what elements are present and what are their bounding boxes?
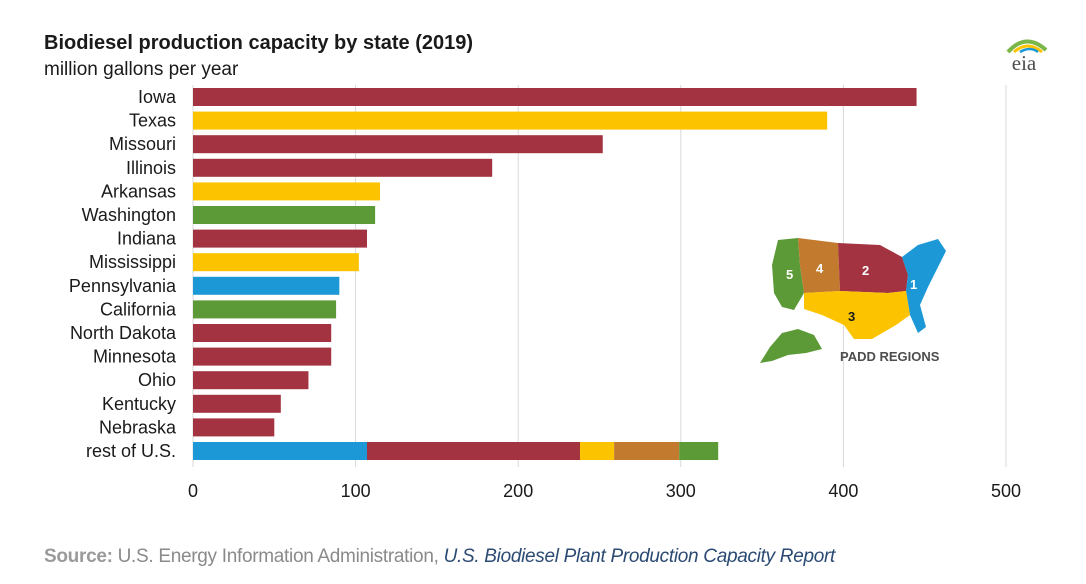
x-tick-label: 100 <box>341 481 371 501</box>
y-category-label: Nebraska <box>99 417 177 437</box>
bar <box>193 88 917 106</box>
padd4-label: 4 <box>816 261 824 276</box>
chart-subtitle: million gallons per year <box>44 59 239 80</box>
source-footer: Source: U.S. Energy Information Administ… <box>44 546 835 568</box>
alaska-region <box>760 329 822 363</box>
padd2-label: 2 <box>862 263 869 278</box>
bar-segment <box>193 442 367 460</box>
bar <box>193 276 340 295</box>
bar <box>193 371 309 390</box>
source-label: Source: <box>44 546 113 567</box>
padd-map: 5 4 2 1 3 PADD REGIONS <box>760 238 946 364</box>
y-category-label: Iowa <box>138 87 177 107</box>
y-category-label: Pennsylvania <box>69 276 177 296</box>
bar <box>193 182 380 201</box>
bar-chart: 0 100 200 300 400 500 Iowa Texas Missouri Illinoi… <box>69 85 1021 501</box>
padd3-region <box>804 291 910 339</box>
logo-arc-blue <box>1019 47 1039 54</box>
bar <box>193 347 332 366</box>
bar <box>193 206 376 224</box>
y-category-label: Indiana <box>117 229 177 249</box>
y-category-label: Washington <box>82 205 176 225</box>
bar <box>193 394 281 413</box>
bar <box>193 324 332 342</box>
y-category-label: Ohio <box>138 370 176 390</box>
y-category-label: Minnesota <box>93 347 177 367</box>
report-link[interactable]: U.S. Biodiesel Plant Production Capacity… <box>443 546 836 567</box>
bar-segment <box>614 442 680 460</box>
logo-text: eia <box>1012 51 1037 75</box>
y-category-label: Texas <box>129 111 176 131</box>
padd5-label: 5 <box>786 267 793 282</box>
bar <box>193 300 337 319</box>
padd1-label: 1 <box>910 277 917 292</box>
bar-segment <box>579 442 615 460</box>
bar-segment <box>679 442 719 460</box>
padd-regions-label: PADD REGIONS <box>840 349 940 364</box>
y-category-label: Illinois <box>126 158 176 178</box>
x-tick-label: 0 <box>188 481 198 501</box>
y-category-label: Missouri <box>109 134 176 154</box>
source-text: U.S. Energy Information Administration, <box>112 546 444 567</box>
chart-title: Biodiesel production capacity by state (… <box>44 32 474 54</box>
eia-logo: eia <box>1006 39 1048 75</box>
bar-segment <box>366 442 580 460</box>
x-tick-label: 200 <box>503 481 533 501</box>
y-category-label: rest of U.S. <box>86 441 176 461</box>
y-category-label: Mississippi <box>89 252 176 272</box>
padd1-region <box>902 239 946 333</box>
bar <box>193 418 275 437</box>
x-tick-label: 400 <box>828 481 858 501</box>
bar <box>193 253 359 272</box>
y-category-label: California <box>100 299 177 319</box>
x-tick-label: 500 <box>991 481 1021 501</box>
y-category-label: Arkansas <box>101 181 176 201</box>
bar <box>193 158 493 177</box>
padd4-region <box>798 238 840 293</box>
y-category-label: North Dakota <box>70 323 177 343</box>
logo-arc-yellow <box>1013 44 1043 54</box>
padd3-label: 3 <box>848 309 855 324</box>
bar <box>193 111 828 130</box>
y-category-label: Kentucky <box>102 394 176 414</box>
x-tick-label: 300 <box>666 481 696 501</box>
padd5-region <box>772 238 804 310</box>
bar <box>193 229 367 248</box>
logo-arc-green <box>1006 39 1048 54</box>
bar <box>193 135 603 154</box>
padd2-region <box>838 243 908 293</box>
